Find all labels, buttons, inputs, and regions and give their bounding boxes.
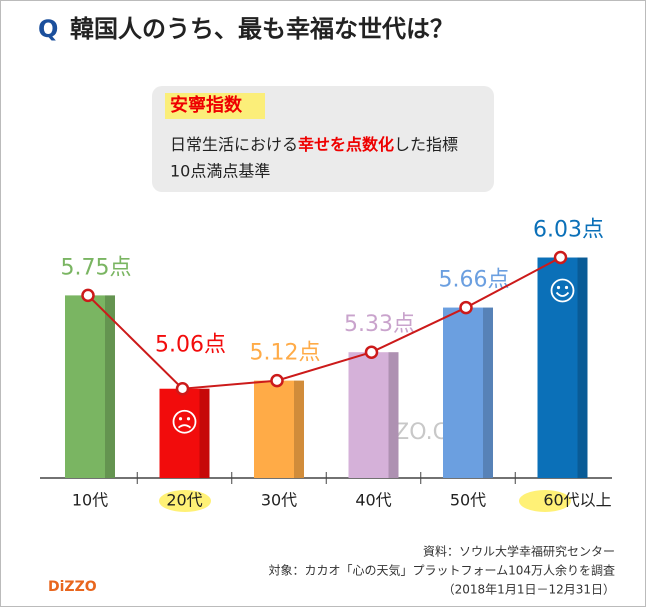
chart-title: 韓国人のうち、最も幸福な世代は？: [70, 15, 454, 43]
value-label: 6.03点: [533, 218, 604, 243]
value-label: 5.33点: [344, 312, 415, 337]
note-heading: 安寧指数: [170, 94, 243, 116]
x-tick-label: 60代以上: [543, 491, 611, 510]
line-point: [553, 250, 568, 265]
line-point: [81, 288, 95, 303]
face-icon: [555, 291, 570, 297]
face-icon: [550, 278, 575, 303]
source: 対象：カカオ「心の天気」プラットフォーム104万人余りを調査: [268, 563, 615, 578]
x-tick-label: 40代: [355, 491, 391, 510]
bar-shade: [577, 257, 588, 478]
bar: [65, 295, 115, 478]
face-icon: [172, 409, 197, 434]
note-line: 日常生活における幸せを点数化した指標: [170, 135, 458, 154]
bar-shade: [388, 352, 399, 478]
title-q: Q: [38, 15, 58, 43]
value-label: 5.12点: [250, 341, 321, 366]
value-label: 5.06点: [155, 333, 226, 358]
line-point: [459, 300, 473, 315]
face-icon: [556, 285, 561, 290]
highlight: [519, 490, 571, 512]
line: [87, 256, 561, 390]
highlight: [165, 93, 265, 119]
note-text: した指標: [394, 135, 458, 154]
line-point: [364, 345, 379, 359]
value-label: 5.75点: [61, 255, 132, 280]
face-icon: [564, 285, 569, 290]
face-icon: [177, 424, 192, 429]
x-tick-label: 30代: [261, 491, 297, 510]
line-point: [175, 381, 190, 396]
bar-shade: [105, 295, 115, 478]
line-point: [270, 373, 284, 388]
source: （2018年1月1日－12月31日）: [443, 583, 615, 597]
x-tick-label: 10代: [72, 491, 108, 510]
note-text: 日常生活における: [170, 135, 298, 154]
x-tick-label: 20代: [166, 491, 202, 510]
bar: [348, 352, 399, 478]
bar-shade: [483, 307, 493, 478]
x-tick-label: 50代: [450, 491, 486, 510]
value-label: 5.66点: [439, 268, 510, 293]
face-icon: [186, 417, 191, 421]
highlight: [159, 490, 211, 512]
note-emph: 幸せを点数化: [298, 135, 394, 154]
face-icon: [178, 417, 183, 421]
source: 資料：ソウル大学幸福研究センター: [423, 544, 615, 559]
logo: DiZZO: [48, 579, 97, 595]
note-line: 10点満点基準: [170, 162, 270, 181]
bar-shade: [294, 380, 304, 478]
bar-shade: [199, 388, 210, 478]
bar: [443, 307, 493, 478]
bar: [254, 380, 304, 478]
bar: [537, 257, 588, 478]
